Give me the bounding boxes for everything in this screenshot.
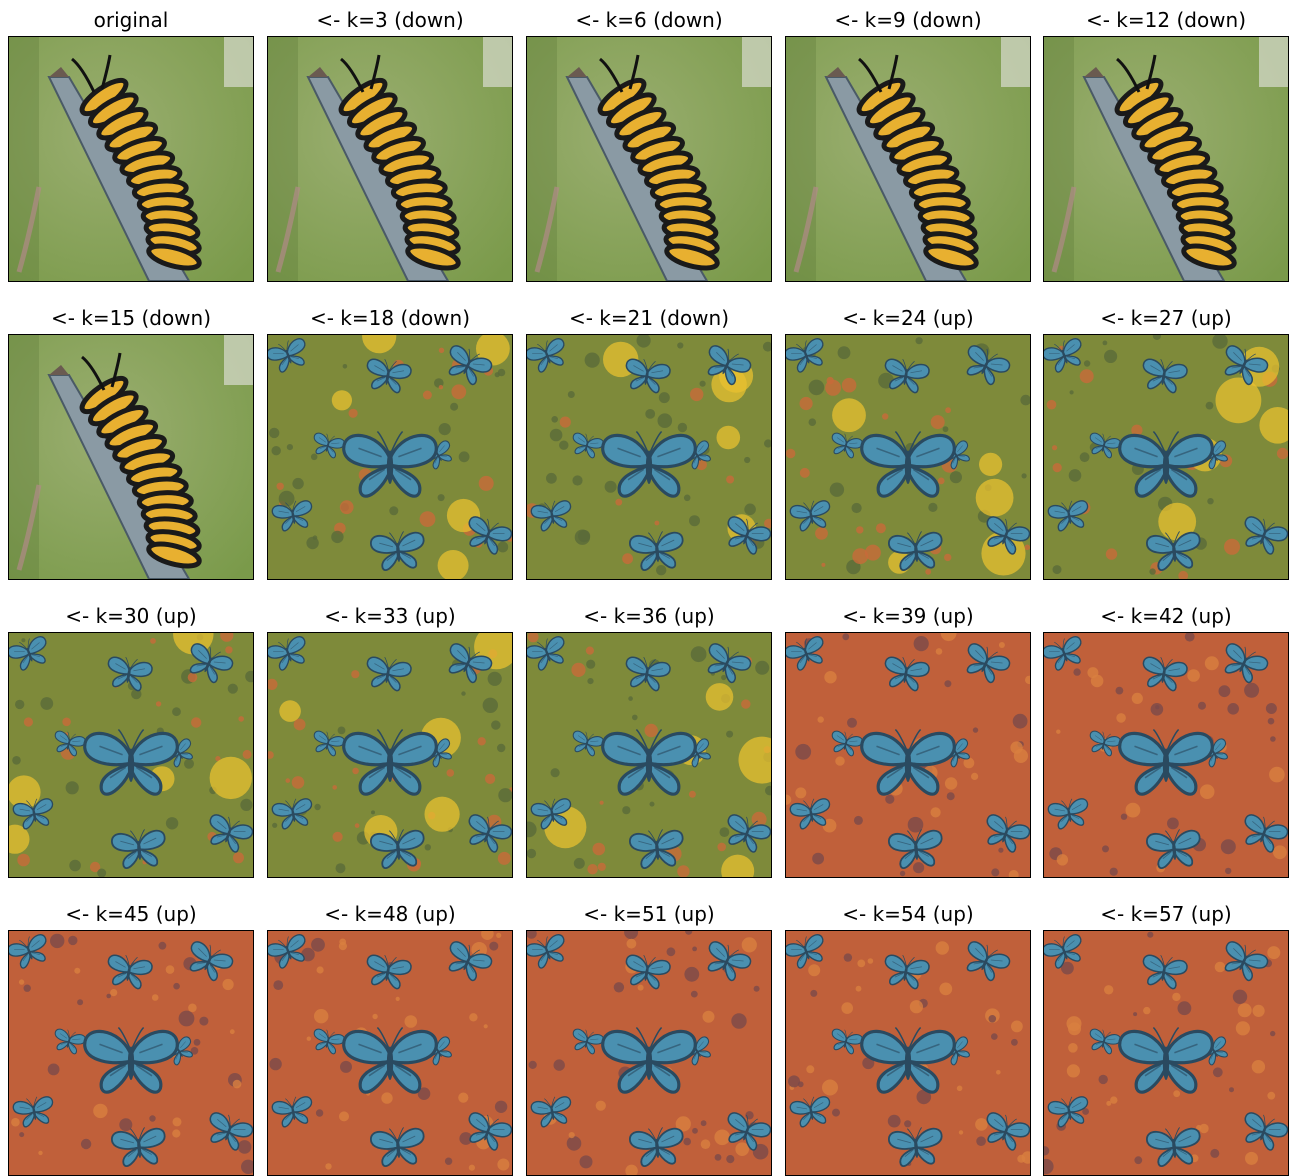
caterpillar-image <box>1044 37 1288 281</box>
panel-image <box>1043 36 1289 282</box>
caterpillar-image <box>9 37 253 281</box>
panel-image <box>785 36 1031 282</box>
butterfly-pattern-image <box>527 335 771 579</box>
panel-image <box>785 632 1031 878</box>
caterpillar-image <box>268 37 512 281</box>
panel-image <box>526 36 772 282</box>
panel-image <box>8 632 254 878</box>
panel-title: <- k=42 (up) <box>1100 604 1232 628</box>
panel-title: <- k=24 (up) <box>842 306 974 330</box>
panel-image <box>526 334 772 580</box>
panel-title: <- k=18 (down) <box>309 306 471 330</box>
panel-title: <- k=48 (up) <box>324 902 456 926</box>
panel-image <box>1043 930 1289 1176</box>
butterfly-pattern-image <box>786 335 1030 579</box>
butterfly-pattern-image <box>268 335 512 579</box>
panel-title: original <box>93 8 169 32</box>
panel-title: <- k=9 (down) <box>834 8 982 32</box>
panel-title: <- k=6 (down) <box>575 8 723 32</box>
panel-title: <- k=54 (up) <box>842 902 974 926</box>
panel-title: <- k=39 (up) <box>842 604 974 628</box>
panel-title: <- k=27 (up) <box>1100 306 1232 330</box>
panel-title: <- k=57 (up) <box>1100 902 1232 926</box>
panel-title: <- k=33 (up) <box>324 604 456 628</box>
panel-image <box>526 632 772 878</box>
butterfly-pattern-image <box>786 931 1030 1175</box>
panel-image <box>785 334 1031 580</box>
panel-image <box>526 930 772 1176</box>
panel-image <box>8 36 254 282</box>
butterfly-pattern-image <box>268 633 512 877</box>
panel-image <box>8 334 254 580</box>
butterfly-pattern-image <box>1044 931 1288 1175</box>
panel-image <box>267 930 513 1176</box>
butterfly-pattern-image <box>527 633 771 877</box>
panel-image <box>8 930 254 1176</box>
caterpillar-image <box>527 37 771 281</box>
butterfly-pattern-image <box>527 931 771 1175</box>
butterfly-pattern-image <box>1044 633 1288 877</box>
panel-image <box>785 930 1031 1176</box>
butterfly-pattern-image <box>268 931 512 1175</box>
butterfly-pattern-image <box>1044 335 1288 579</box>
panel-image <box>1043 632 1289 878</box>
panel-image <box>267 632 513 878</box>
panel-image <box>267 36 513 282</box>
butterfly-pattern-image <box>9 633 253 877</box>
panel-title: <- k=30 (up) <box>65 604 197 628</box>
panel-image <box>1043 334 1289 580</box>
caterpillar-image <box>9 335 253 579</box>
caterpillar-image <box>786 37 1030 281</box>
panel-title: <- k=36 (up) <box>583 604 715 628</box>
panel-title: <- k=15 (down) <box>50 306 212 330</box>
butterfly-pattern-image <box>786 633 1030 877</box>
butterfly-pattern-image <box>9 931 253 1175</box>
panel-title: <- k=3 (down) <box>316 8 464 32</box>
panel-title: <- k=45 (up) <box>65 902 197 926</box>
panel-title: <- k=12 (down) <box>1085 8 1247 32</box>
panel-image <box>267 334 513 580</box>
panel-title: <- k=51 (up) <box>583 902 715 926</box>
panel-title: <- k=21 (down) <box>568 306 730 330</box>
